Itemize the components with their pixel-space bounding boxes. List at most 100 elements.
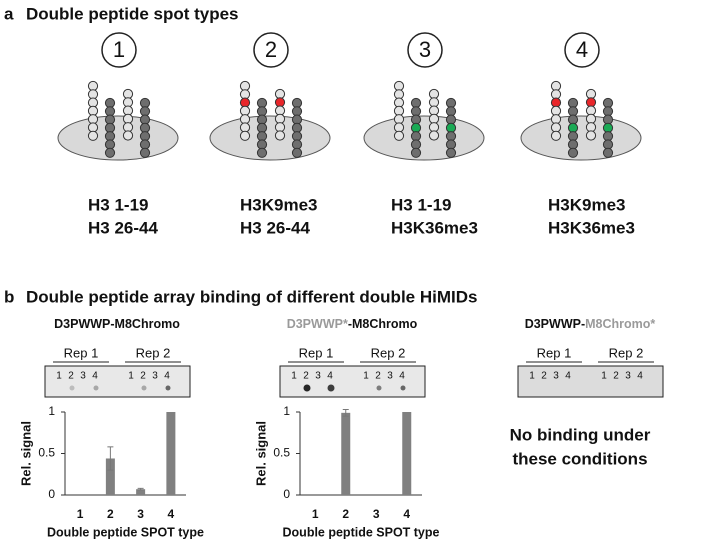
rep-label: Rep 1 (537, 345, 572, 360)
blot-title-part: M8Chromo* (585, 317, 655, 331)
lane-number: 4 (399, 371, 405, 382)
blot-spot (327, 384, 335, 392)
rep-label: Rep 1 (64, 345, 99, 360)
peptide-residue (445, 147, 457, 158)
peptide-residue (428, 130, 440, 141)
peptide-residue (602, 147, 614, 158)
panel-label: b (4, 287, 14, 306)
peptide-residue (122, 130, 134, 141)
peptide-label: H3K36me3 (391, 218, 478, 237)
spot-disc (57, 115, 179, 161)
number-circle (564, 32, 600, 68)
y-tick-label: 0 (48, 487, 55, 501)
bar (136, 489, 146, 495)
lane-number: 3 (80, 371, 86, 382)
blot-spot (303, 384, 311, 392)
peptide-residue (550, 130, 562, 141)
blot-title-part: D3PWWP-M8Chromo (54, 317, 180, 331)
spot-disc (363, 115, 485, 161)
rep-label: Rep 2 (609, 345, 644, 360)
number-circle (101, 32, 137, 68)
blot-title-part: D3PWWP* (287, 317, 348, 331)
lane-number: 4 (565, 371, 571, 382)
peptide-residue (410, 147, 422, 158)
peptide-residue (87, 130, 99, 141)
peptide-residue (567, 147, 579, 158)
bar (402, 412, 412, 495)
x-tick-label: 1 (77, 507, 84, 521)
lane-number: 1 (128, 371, 134, 382)
lane-number: 1 (291, 371, 297, 382)
peptide-residue (256, 147, 268, 158)
lane-number: 2 (541, 371, 547, 382)
number-circle (253, 32, 289, 68)
lane-number: 4 (327, 371, 333, 382)
bar (105, 458, 115, 495)
blot (517, 365, 664, 398)
bar (341, 412, 351, 495)
peptide-label: H3K9me3 (548, 195, 626, 214)
spot-disc (520, 115, 642, 161)
rep-label: Rep 2 (371, 345, 406, 360)
lane-number: 4 (637, 371, 643, 382)
spot-number: 3 (419, 37, 431, 62)
lane-number: 4 (92, 371, 98, 382)
rep-label: Rep 2 (136, 345, 171, 360)
blot-spot (93, 385, 99, 391)
blot-title: D3PWWP*-M8Chromo (287, 317, 418, 331)
y-tick-label: 0.5 (273, 446, 290, 460)
error-bar (137, 487, 144, 491)
no-binding-text: these conditions (512, 449, 647, 468)
y-tick-label: 1 (48, 404, 55, 418)
blot-spot (376, 385, 382, 391)
peptide-residue (239, 130, 251, 141)
error-bar (342, 409, 349, 417)
x-tick-label: 2 (342, 507, 349, 521)
lane-number: 3 (315, 371, 321, 382)
blot-title-part: -M8Chromo (348, 317, 418, 331)
blot-title: D3PWWP-M8Chromo* (525, 317, 656, 331)
x-axis-label: Double peptide SPOT type (47, 525, 204, 539)
spot-disc (209, 115, 331, 161)
lane-number: 3 (553, 371, 559, 382)
peptide-label: H3 26-44 (88, 218, 158, 237)
y-tick-label: 0 (283, 487, 290, 501)
x-tick-label: 3 (137, 507, 144, 521)
spot-number: 4 (576, 37, 588, 62)
peptide-label: H3 26-44 (240, 218, 310, 237)
lane-number: 1 (56, 371, 62, 382)
lane-number: 2 (613, 371, 619, 382)
lane-number: 2 (303, 371, 309, 382)
panel-label: a (4, 4, 14, 23)
y-tick-label: 0.5 (38, 446, 55, 460)
x-tick-label: 3 (373, 507, 380, 521)
blot-title-part: D3PWWP- (525, 317, 585, 331)
x-tick-label: 4 (403, 507, 410, 521)
spot-number: 1 (113, 37, 125, 62)
number-circle (407, 32, 443, 68)
blot (44, 365, 191, 398)
peptide-label: H3 1-19 (391, 195, 451, 214)
peptide-residue (139, 147, 151, 158)
x-axis-label: Double peptide SPOT type (283, 525, 440, 539)
blot-spot (165, 385, 171, 391)
y-axis-label: Rel. signal (253, 421, 268, 486)
peptide-residue (393, 130, 405, 141)
no-binding-text: No binding under (510, 425, 651, 444)
peptide-label: H3 1-19 (88, 195, 148, 214)
blot-spot (400, 385, 406, 391)
blot-spot (141, 385, 147, 391)
y-axis-label: Rel. signal (18, 421, 33, 486)
lane-number: 2 (68, 371, 74, 382)
lane-number: 2 (375, 371, 381, 382)
lane-number: 1 (363, 371, 369, 382)
lane-number: 1 (601, 371, 607, 382)
blot (279, 365, 426, 398)
error-bar (107, 446, 114, 471)
peptide-label: H3K36me3 (548, 218, 635, 237)
peptide-residue (274, 130, 286, 141)
spot-number: 2 (265, 37, 277, 62)
lane-number: 3 (625, 371, 631, 382)
peptide-residue (291, 147, 303, 158)
